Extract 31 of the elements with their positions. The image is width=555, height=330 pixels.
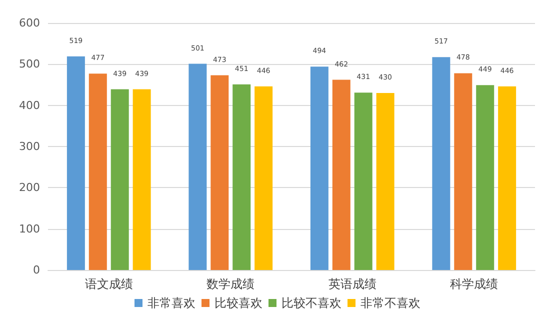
y-tick-label: 400	[19, 98, 40, 112]
y-tick-label: 100	[19, 222, 40, 236]
bar	[66, 56, 85, 270]
bar	[232, 84, 251, 270]
x-tick-label: 语文成绩	[84, 277, 133, 291]
y-tick-label: 200	[19, 181, 40, 194]
legend-label: 比较喜欢	[214, 296, 262, 310]
bar	[454, 73, 472, 270]
legend-label: 非常喜欢	[148, 296, 196, 310]
bar	[110, 89, 129, 270]
y-tick-label: 500	[19, 58, 40, 71]
x-tick-label: 科学成绩	[450, 277, 498, 291]
bar	[476, 85, 494, 270]
x-tick-label: 英语成绩	[328, 277, 376, 291]
y-tick-label: 600	[19, 16, 40, 30]
bar	[432, 57, 450, 270]
bar	[88, 74, 107, 270]
y-tick-label: 300	[19, 140, 40, 153]
bar	[188, 64, 207, 270]
bar	[310, 66, 328, 270]
bar	[354, 92, 372, 270]
bar	[376, 92, 394, 270]
bar	[332, 80, 350, 270]
bar	[210, 75, 229, 270]
bar	[132, 89, 151, 270]
y-tick-label: 0	[33, 264, 40, 276]
x-tick-label: 数学成绩	[206, 277, 255, 291]
bar	[498, 86, 516, 270]
bar	[254, 86, 273, 270]
legend-label: 非常不喜欢	[360, 296, 420, 310]
legend-label: 比较不喜欢	[282, 296, 342, 310]
